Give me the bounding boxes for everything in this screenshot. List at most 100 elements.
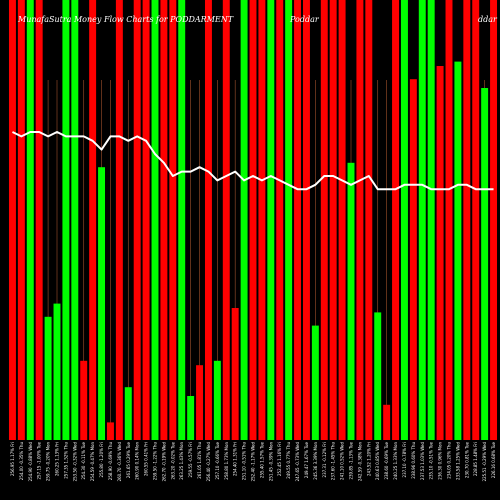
money-flow-bar-20 — [178, 0, 186, 440]
money-flow-bar-28 — [249, 0, 257, 440]
x-tick-label: 245.36 3.39% Mon — [313, 442, 318, 480]
money-flow-bar-24 — [213, 360, 221, 440]
x-tick-label: 238.60 -0.69% Tue — [384, 441, 389, 479]
x-tick-label: 240.63 0.85% Wed — [375, 442, 380, 480]
money-flow-bar-26 — [231, 308, 239, 440]
x-tick-label: 255.80 -1.20% Fri — [99, 442, 104, 477]
x-axis-tick-labels: 256.95 1.17% Fri 254.00 -0.35% Thu 254.90 … — [10, 441, 496, 481]
x-tick-label: 251.10 -0.51% Thu — [242, 442, 247, 481]
chart-title-suffix: Poddar — [289, 15, 320, 24]
x-tick-label: 234.05 0.20% Thu — [447, 442, 452, 479]
money-flow-bars — [8, 0, 498, 441]
x-tick-label: 254.59 -0.47% Mon — [90, 442, 95, 482]
money-flow-bar-9 — [80, 360, 88, 440]
x-tick-label: 263.20 -0.02% Tue — [170, 441, 175, 479]
money-flow-bar-31 — [276, 0, 284, 440]
money-flow-bar-45 — [400, 0, 408, 440]
x-tick-label: 261.05 1.81% Thu — [197, 442, 202, 479]
x-tick-label: 233.58 1.25% Wed — [455, 442, 460, 480]
x-tick-label: 249.47 1.67% Tue — [304, 441, 309, 478]
x-tick-label: 249.55 0.77% Thu — [286, 442, 291, 479]
money-flow-bar-21 — [187, 396, 195, 440]
x-tick-label: 258.80 1.73% Mon — [224, 442, 229, 480]
money-flow-bar-13 — [115, 0, 123, 440]
x-tick-label: 230.70 0.81% Tue — [464, 441, 469, 478]
x-tick-label: 226.16 0.68% Tue — [491, 441, 496, 478]
money-flow-bar-35 — [311, 325, 319, 440]
money-flow-bar-52 — [463, 0, 471, 440]
money-flow-bar-18 — [160, 0, 168, 440]
money-flow-bar-33 — [294, 0, 302, 440]
money-flow-bar-17 — [151, 0, 159, 440]
x-tick-label: 261.65 0.29% Tue — [126, 441, 131, 478]
x-tick-label: 254.00 -0.35% Thu — [19, 442, 24, 481]
x-tick-label: 235.10 -0.51% Tue — [429, 441, 434, 479]
x-tick-label: 257.35 1.52% Thu — [63, 442, 68, 479]
x-tick-label: 247.65 -0.73% Wed — [295, 442, 300, 482]
money-flow-bar-30 — [267, 0, 275, 440]
x-tick-label: 263.25 1.43% Mon — [179, 442, 184, 480]
money-flow-bar-47 — [418, 0, 426, 440]
money-flow-bar-5 — [44, 316, 52, 440]
chart-title-right: ddar — [478, 15, 498, 24]
x-tick-label: 242.59 -0.38% Mon — [357, 442, 362, 482]
money-flow-bar-50 — [445, 0, 453, 440]
money-flow-bar-8 — [71, 0, 79, 440]
x-tick-label: 240.25 1.33% Mon — [393, 442, 398, 480]
x-tick-label: 237.60 -1.45% Thu — [331, 442, 336, 481]
x-tick-label: 225.51 -0.29% Wed — [482, 442, 487, 482]
x-tick-label: 260.70 -0.36% Wed — [117, 442, 122, 482]
money-flow-bar-11 — [98, 167, 106, 440]
x-tick-label: 257.15 -1.00% Tue — [37, 441, 42, 479]
money-flow-bar-40 — [356, 0, 364, 440]
money-flow-bar-53 — [472, 0, 480, 440]
money-flow-bar-48 — [427, 0, 435, 440]
money-flow-bar-1 — [8, 0, 16, 440]
x-tick-label: 253.50 -0.32% Wed — [72, 442, 77, 482]
money-flow-bar-43 — [383, 404, 391, 440]
money-flow-bar-42 — [374, 312, 382, 440]
x-tick-label: 258.90 -0.69% Thu — [108, 442, 113, 481]
money-flow-bar-23 — [204, 0, 212, 440]
money-flow-bar-34 — [302, 0, 310, 440]
money-flow-bar-49 — [436, 66, 444, 440]
chart-title: MunafaSutra Money Flow Charts for PODDAR… — [17, 15, 234, 24]
x-tick-label: 254.40 1.31% Fri — [233, 442, 238, 476]
money-flow-bar-16 — [142, 0, 150, 440]
x-tick-label: 237.53 1.03% Wed — [420, 442, 425, 480]
money-flow-bar-12 — [106, 422, 114, 440]
x-tick-label: 239.85 -1.13% Tue — [349, 441, 354, 479]
x-tick-label: 256.95 1.17% Fri — [10, 442, 15, 476]
money-flow-bar-51 — [454, 61, 462, 440]
money-flow-bar-44 — [392, 0, 400, 440]
money-flow-bar-27 — [240, 0, 248, 440]
money-flow-bar-2 — [17, 0, 25, 440]
money-flow-bar-39 — [347, 162, 355, 441]
x-tick-label: 260.90 0.14% Mon — [135, 442, 140, 480]
money-flow-line — [12, 131, 494, 191]
x-tick-label: 255.40 1.57% Tue — [259, 441, 264, 478]
x-tick-label: 262.70 -0.19% Wed — [161, 442, 166, 482]
money-flow-bar-29 — [258, 0, 266, 440]
money-flow-bar-41 — [365, 0, 373, 440]
money-flow-bar-22 — [196, 365, 204, 440]
x-tick-label: 256.40 -0.27% Wed — [206, 442, 211, 482]
x-tick-label: 260.55 0.41% Fri — [144, 442, 149, 476]
x-tick-label: 238.96 0.60% Thu — [411, 442, 416, 479]
money-flow-bar-15 — [133, 0, 141, 440]
money-flow-bar-10 — [89, 0, 97, 440]
money-flow-bar-54 — [481, 88, 489, 440]
money-flow-bar-32 — [285, 0, 293, 440]
money-flow-bar-38 — [338, 0, 346, 440]
money-flow-bar-6 — [53, 303, 61, 440]
x-tick-label: 237.31 -0.12% Fri — [322, 442, 327, 477]
money-flow-bar-25 — [222, 0, 230, 440]
x-tick-label: 241.10 0.52% Wed — [340, 442, 345, 480]
money-flow-bar-4 — [35, 0, 43, 440]
x-tick-label: 257.10 -0.66% Tue — [215, 441, 220, 479]
x-tick-label: 228.85 1.48% Fri — [473, 442, 478, 476]
x-tick-label: 243.52 1.20% Fri — [366, 442, 371, 476]
money-flow-bar-46 — [409, 79, 417, 440]
money-flow-bar-14 — [124, 387, 132, 440]
x-tick-label: 259.75 -0.20% Mon — [46, 442, 51, 482]
